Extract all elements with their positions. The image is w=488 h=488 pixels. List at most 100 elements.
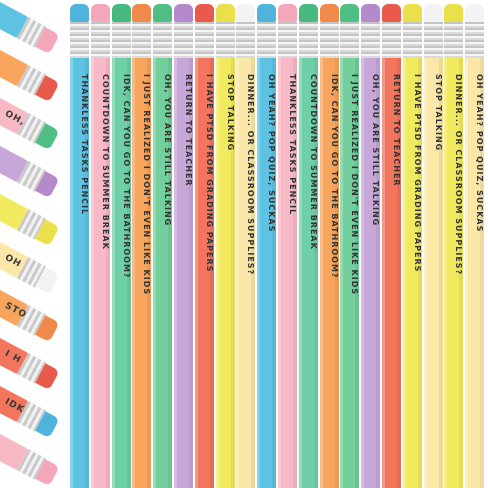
pencil-ferrule [465,22,485,58]
pencil-phrase: COUNTDOWN TO SUMMER BREAK [308,74,318,250]
pencil-ferrule [298,22,318,58]
pencil-14: I JUST REALIZED I DON'T EVEN LIKE KIDS [340,4,360,488]
pencil-ferrule [382,22,401,58]
pencil-phrase: I HAVE PTSD FROM GRADING PAPERS [204,74,214,273]
pencil-phrase: STOP TALKING [225,74,235,152]
pencil-phrase: RETURN TO TEACHER [184,74,193,187]
pencil-eraser [132,4,152,22]
pencil-ferrule [361,22,381,58]
pencil-body [70,58,89,488]
pencil-eraser [153,4,173,22]
pencil-ferrule [153,22,173,58]
pencil-phrase: I JUST REALIZED I DON'T EVEN LIKE KIDS [142,74,152,296]
pencil-16: RETURN TO TEACHER [382,4,401,488]
pencil-phrase: IDK, CAN YOU GO TO THE BATHROOM? [121,74,131,279]
pencil-eraser [278,4,297,22]
pencil-ferrule [278,22,297,58]
pencil-body [111,58,131,488]
pencil-19: DINNER... OR CLASSROOM SUPPLIES? [444,4,464,488]
pencil-phrase: I JUST REALIZED I DON'T EVEN LIKE KIDS [350,74,360,296]
pencil-body [174,58,193,488]
pencil-eraser [194,4,214,22]
pencil-7: I HAVE PTSD FROM GRADING PAPERS [194,4,214,488]
pencil-ferrule [70,22,89,58]
pencil-eraser [298,4,318,22]
pencil-phrase: OH, YOU ARE STILL TALKING [163,74,173,227]
pencil-body [465,58,485,488]
pencil-ferrule [257,22,277,58]
pencil-body [382,58,401,488]
pencil-body [236,58,256,488]
pencil-body [278,58,297,488]
pencil-phrase: THANKLESS TASKS PENCIL [80,74,89,216]
pencil-body [194,58,214,488]
pencil-18: STOP TALKING [423,4,443,488]
pencil-eraser [111,4,131,22]
pencil-eraser [382,4,401,22]
pencil-phrase: STOP TALKING [433,74,443,152]
pencil-eraser [444,4,464,22]
pencil-eraser [402,4,422,22]
pencil-body [257,58,277,488]
pencil-ferrule [444,22,464,58]
pencil-ferrule [402,22,422,58]
pencil-body [153,58,173,488]
pencil-ferrule [319,22,339,58]
pencil-2: COUNTDOWN TO SUMMER BREAK [90,4,110,488]
pencil-body [319,58,339,488]
pencil-eraser [90,4,110,22]
pencil-ferrule [423,22,443,58]
pencil-body [132,58,152,488]
pencil-eraser [236,4,256,22]
pencil-body [402,58,422,488]
pencil-15: OH, YOU ARE STILL TALKING [361,4,381,488]
pencil-eraser [423,4,443,22]
pencil-phrase: THANKLESS TASKS PENCIL [288,74,297,216]
pencil-12: COUNTDOWN TO SUMMER BREAK [298,4,318,488]
pencil-body [444,58,464,488]
pencil-body [340,58,360,488]
pencil-11: THANKLESS TASKS PENCIL [278,4,297,488]
pencil-body [361,58,381,488]
pencil-phrase: RETURN TO TEACHER [392,74,401,187]
pencil-3: IDK, CAN YOU GO TO THE BATHROOM? [111,4,131,488]
pencil-eraser [70,4,89,22]
stacked-pencils-left: OH, OH STO I H IDK [0,0,80,488]
stacked-pencil [0,0,71,61]
pencil-10: OH YEAH? POP QUIZ, SUCKAS [257,4,277,488]
pencil-body [215,58,235,488]
pencil-phrase: DINNER... OR CLASSROOM SUPPLIES? [454,74,464,276]
pencil-4: I JUST REALIZED I DON'T EVEN LIKE KIDS [132,4,152,488]
pencil-1: THANKLESS TASKS PENCIL [70,4,89,488]
pencil-13: IDK, CAN YOU GO TO THE BATHROOM? [319,4,339,488]
pencil-5: OH, YOU ARE STILL TALKING [153,4,173,488]
pencil-6: RETURN TO TEACHER [174,4,193,488]
pencil-eraser [340,4,360,22]
pencil-phrase: I HAVE PTSD FROM GRADING PAPERS [412,74,422,273]
pencil-ferrule [111,22,131,58]
pencil-body [90,58,110,488]
pencil-8: STOP TALKING [215,4,235,488]
pencil-phrase: OH, YOU ARE STILL TALKING [371,74,381,227]
pencil-ferrule [194,22,214,58]
pencil-phrase: OH YEAH? POP QUIZ, SUCKAS [475,74,485,233]
pencil-body [423,58,443,488]
pencil-phrase: OH YEAH? POP QUIZ, SUCKAS [267,74,277,233]
pencil-phrase: DINNER... OR CLASSROOM SUPPLIES? [246,74,256,276]
pencil-eraser [257,4,277,22]
pencil-phrase: IDK, CAN YOU GO TO THE BATHROOM? [329,74,339,279]
pencil-body [298,58,318,488]
pencil-ferrule [340,22,360,58]
pencil-eraser [465,4,485,22]
pencil-eraser [174,4,193,22]
pencil-ferrule [174,22,193,58]
pencil-17: I HAVE PTSD FROM GRADING PAPERS [402,4,422,488]
pencil-ferrule [132,22,152,58]
pencil-eraser [215,4,235,22]
pencil-eraser [319,4,339,22]
pencil-eraser [361,4,381,22]
pencil-20: OH YEAH? POP QUIZ, SUCKAS [465,4,485,488]
pencil-9: DINNER... OR CLASSROOM SUPPLIES? [236,4,256,488]
pencil-ferrule [236,22,256,58]
